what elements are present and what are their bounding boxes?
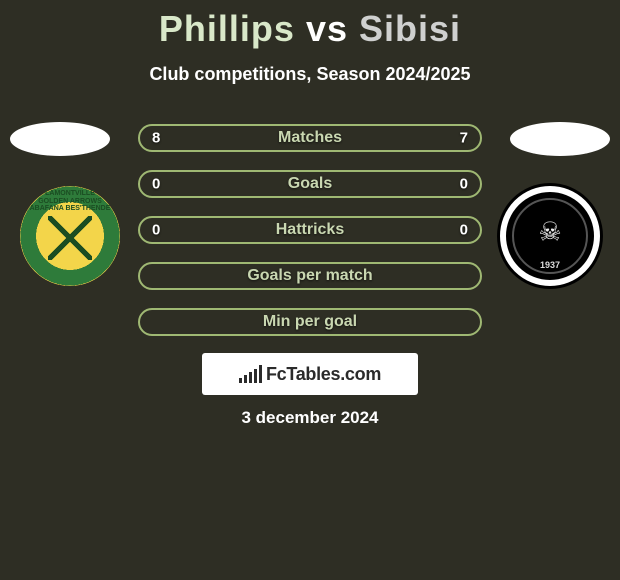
player2-avatar <box>510 122 610 156</box>
stat-label: Hattricks <box>276 221 344 239</box>
stat-row-matches: 8 Matches 7 <box>138 124 482 152</box>
stats-rows: 8 Matches 7 0 Goals 0 0 Hattricks 0 Goal… <box>138 124 482 354</box>
player2-name: Sibisi <box>359 8 461 49</box>
stat-right-value: 0 <box>460 222 468 239</box>
stat-right-value: 7 <box>460 130 468 147</box>
player1-name: Phillips <box>159 8 295 49</box>
comparison-title: Phillips vs Sibisi <box>0 0 620 50</box>
stat-row-goals-per-match: Goals per match <box>138 262 482 290</box>
stat-row-min-per-goal: Min per goal <box>138 308 482 336</box>
stat-label: Goals per match <box>247 267 372 285</box>
brand-text: FcTables.com <box>266 364 381 385</box>
player1-club-badge: LAMONTVILLE GOLDEN ARROWS ABAFANA BES'TH… <box>20 186 120 286</box>
vs-text: vs <box>306 8 348 49</box>
stat-right-value: 0 <box>460 176 468 193</box>
bars-icon <box>239 365 262 383</box>
subtitle: Club competitions, Season 2024/2025 <box>0 64 620 85</box>
stat-left-value: 0 <box>152 176 160 193</box>
fctables-link[interactable]: FcTables.com <box>202 353 418 395</box>
skull-icon: ☠ <box>538 217 561 248</box>
stat-label: Matches <box>278 129 342 147</box>
stat-label: Min per goal <box>263 313 357 331</box>
player1-avatar <box>10 122 110 156</box>
club1-text: LAMONTVILLE GOLDEN ARROWS ABAFANA BES'TH… <box>20 190 120 213</box>
stat-left-value: 8 <box>152 130 160 147</box>
player2-club-badge: ☠ 1937 <box>500 186 600 286</box>
date-text: 3 december 2024 <box>0 408 620 428</box>
stat-label: Goals <box>288 175 332 193</box>
club2-year: 1937 <box>506 260 594 270</box>
stat-row-hattricks: 0 Hattricks 0 <box>138 216 482 244</box>
stat-left-value: 0 <box>152 222 160 239</box>
stat-row-goals: 0 Goals 0 <box>138 170 482 198</box>
